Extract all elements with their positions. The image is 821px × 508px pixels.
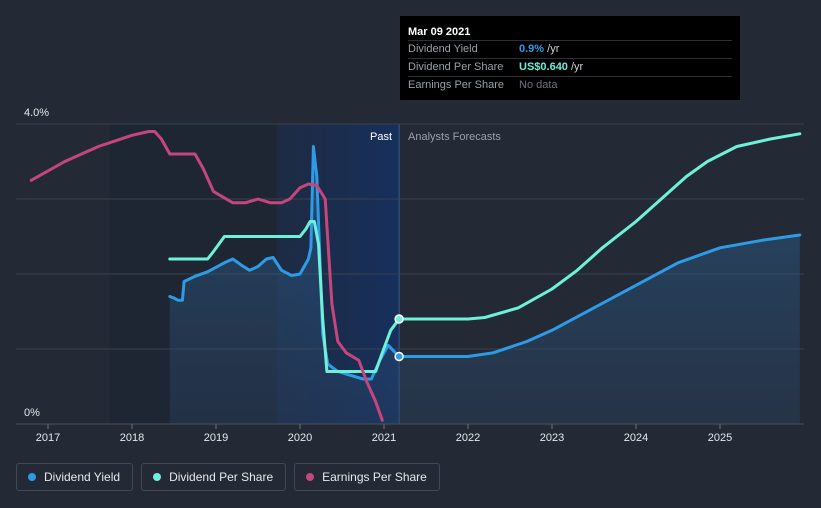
series-lines [29, 130, 802, 422]
x-tick-label: 2021 [372, 432, 396, 444]
legend-label: Dividend Per Share [169, 470, 274, 484]
x-tick-label: 2017 [36, 432, 60, 444]
tooltip-value: 0.9% /yr [519, 41, 559, 58]
series-line-1 [168, 132, 802, 373]
tooltip-key: Dividend Yield [408, 43, 478, 55]
marker-dot-1 [394, 314, 404, 324]
x-tick-label: 2023 [540, 432, 564, 444]
tooltip-value-eps: No data [519, 79, 558, 91]
tooltip-key: Earnings Per Share [408, 79, 504, 91]
x-tick-label: 2025 [708, 432, 732, 444]
hover-tooltip: Mar 09 2021 Dividend Yield 0.9% /yr Divi… [400, 16, 740, 100]
tooltip-unit: /yr [567, 61, 584, 73]
tooltip-value: No data [519, 77, 558, 94]
legend-item-dividend-per-share[interactable]: Dividend Per Share [141, 463, 287, 491]
legend-dot-icon [306, 473, 315, 481]
tooltip-unit: /yr [544, 43, 560, 55]
region-label-forecast: Analysts Forecasts [408, 131, 501, 143]
legend-dot-icon [28, 473, 36, 481]
x-tick-label: 2024 [624, 432, 648, 444]
series-line-0 [168, 145, 802, 381]
legend-label: Dividend Yield [44, 470, 121, 484]
axes: 0% 4.0% 2017 2018 2019 2020 2021 2022 2023 2024 20… [16, 107, 804, 444]
legend-item-earnings-per-share[interactable]: Earnings Per Share [294, 463, 440, 491]
tooltip-key: Dividend Per Share [408, 61, 504, 73]
tooltip-row-dividend-per-share: Dividend Per Share US$0.640 /yr [408, 58, 732, 76]
x-tick-label: 2019 [204, 432, 228, 444]
y-tick-label: 4.0% [24, 107, 49, 119]
tooltip-row-dividend-yield: Dividend Yield 0.9% /yr [408, 40, 732, 58]
tooltip-value-dps: US$0.640 [519, 61, 568, 73]
x-tick-label: 2022 [456, 432, 480, 444]
legend-label: Earnings Per Share [322, 470, 427, 484]
x-tick-label: 2018 [120, 432, 144, 444]
tooltip-row-earnings-per-share: Earnings Per Share No data [408, 76, 732, 94]
legend: Dividend Yield Dividend Per Share Earnin… [16, 463, 440, 491]
legend-dot-icon [153, 473, 162, 481]
tooltip-value-yield: 0.9% [519, 43, 545, 55]
series-line-2 [29, 130, 384, 422]
legend-item-dividend-yield[interactable]: Dividend Yield [16, 463, 134, 491]
x-tick-label: 2020 [288, 432, 312, 444]
region-label-past: Past [370, 131, 392, 143]
markers [394, 314, 404, 362]
tooltip-date: Mar 09 2021 [408, 26, 471, 38]
y-tick-label: 0% [24, 407, 40, 419]
series-area-0 [169, 146, 800, 424]
marker-dot-0 [394, 351, 404, 362]
series-areas [169, 146, 800, 424]
tooltip-value: US$0.640 /yr [519, 59, 583, 76]
